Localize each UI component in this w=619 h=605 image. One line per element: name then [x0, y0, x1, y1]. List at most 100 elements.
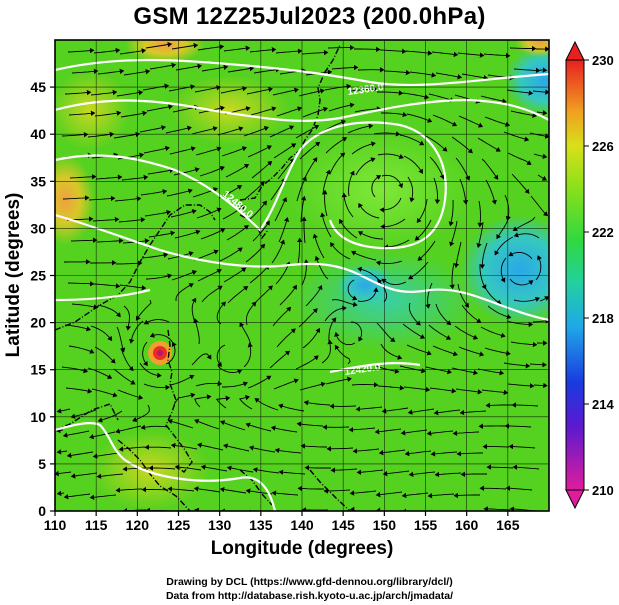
x-tick-label: 140	[290, 517, 314, 533]
streamline	[459, 178, 469, 205]
streamline	[278, 469, 306, 475]
streamline	[245, 301, 257, 326]
streamline	[245, 243, 266, 263]
streamline	[201, 64, 229, 72]
streamline	[349, 490, 377, 496]
colorbar-tick-label: 230	[592, 53, 614, 68]
streamline	[61, 366, 89, 374]
streamline	[278, 217, 290, 243]
streamline	[373, 131, 401, 137]
streamline	[142, 341, 148, 367]
streamline	[451, 136, 473, 154]
streamline	[218, 185, 243, 199]
streamline	[123, 68, 151, 76]
streamline	[175, 283, 194, 302]
y-tick-label: 40	[30, 126, 46, 142]
streamline	[200, 228, 226, 240]
streamline	[303, 400, 331, 406]
y-tick-label: 15	[30, 362, 46, 378]
streamline	[357, 287, 379, 302]
y-tick-label: 20	[30, 315, 46, 331]
streamline	[358, 202, 380, 219]
streamline	[481, 389, 509, 396]
streamline	[271, 490, 299, 496]
streamline	[114, 196, 142, 202]
y-tick-label: 25	[30, 268, 46, 284]
streamline	[457, 52, 485, 58]
streamline	[169, 374, 195, 386]
streamline	[66, 451, 94, 459]
streamline	[174, 229, 201, 239]
streamline	[430, 451, 458, 457]
streamline	[448, 199, 454, 227]
streamline	[64, 89, 92, 96]
streamline	[354, 106, 382, 113]
streamline	[217, 365, 243, 375]
streamline	[93, 47, 121, 54]
streamline	[409, 71, 437, 78]
streamline	[381, 174, 404, 189]
streamline	[320, 212, 332, 238]
streamline	[414, 219, 432, 241]
streamline	[216, 344, 226, 367]
streamline	[89, 431, 116, 440]
streamline	[117, 152, 145, 160]
streamline	[451, 367, 478, 376]
x-tick-label: 145	[331, 517, 355, 533]
streamline	[169, 146, 196, 155]
streamline	[221, 146, 247, 157]
streamline	[425, 282, 433, 309]
streamline	[115, 487, 143, 493]
streamline	[149, 62, 177, 70]
streamline	[510, 110, 537, 118]
streamline	[504, 423, 532, 429]
streamline	[167, 486, 195, 492]
streamline	[407, 176, 415, 203]
streamline	[56, 449, 68, 455]
streamline	[92, 216, 120, 223]
streamline	[400, 429, 428, 436]
streamline	[374, 428, 402, 435]
streamline	[273, 143, 297, 159]
streamline	[299, 381, 326, 391]
streamline	[63, 493, 91, 500]
streamline	[196, 207, 222, 219]
streamline	[355, 157, 376, 176]
streamline	[480, 326, 506, 338]
streamline	[330, 242, 351, 260]
streamline	[249, 47, 277, 53]
streamline	[227, 65, 255, 73]
contour-label: 12360.0	[347, 82, 385, 98]
streamline	[170, 442, 198, 450]
streamline	[325, 137, 348, 154]
x-tick-label: 135	[249, 517, 273, 533]
streamline	[382, 470, 410, 477]
streamline	[303, 157, 318, 181]
streamline	[509, 45, 537, 52]
streamline	[253, 67, 281, 74]
colorbar-body	[565, 59, 585, 491]
streamline	[296, 176, 307, 202]
streamline	[379, 197, 402, 213]
streamline	[148, 230, 176, 238]
streamline	[239, 322, 252, 347]
streamline	[227, 285, 249, 304]
streamline	[454, 325, 479, 340]
streamline	[428, 324, 452, 340]
streamline	[165, 341, 177, 365]
height-contours	[55, 58, 549, 511]
streamline	[383, 239, 410, 250]
streamline	[143, 383, 170, 391]
streamline	[56, 490, 65, 497]
streamline	[507, 383, 535, 389]
streamline	[96, 238, 124, 244]
streamline	[322, 189, 328, 217]
streamline	[121, 174, 149, 181]
x-axis-ticks: 110 115 120 125 130 135 140 145 150 155 160 165	[44, 511, 520, 533]
streamline	[113, 368, 136, 385]
streamline	[486, 464, 514, 470]
streamline	[434, 471, 462, 478]
credit-data: Data from http://database.rish.kyoto-u.a…	[165, 590, 454, 602]
streamline	[238, 394, 253, 410]
streamline	[305, 284, 323, 307]
